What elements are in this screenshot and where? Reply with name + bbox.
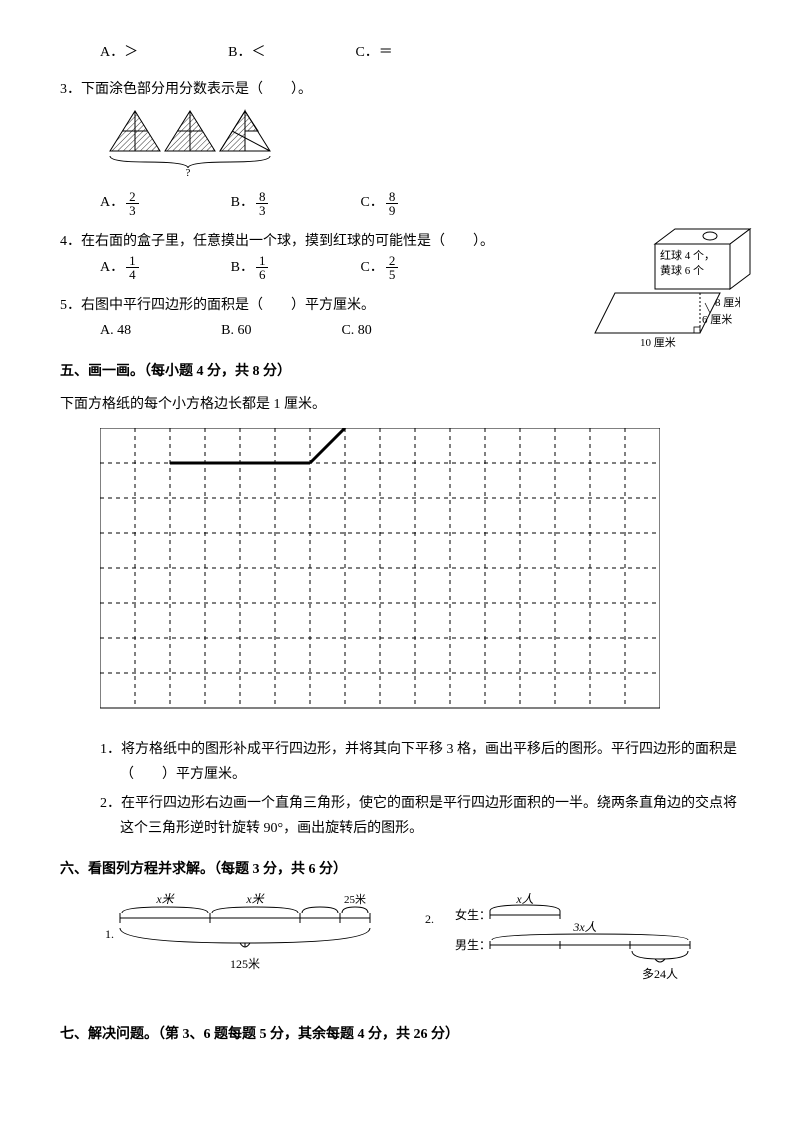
option-c: C. 80 — [341, 318, 371, 343]
option-label: C． — [360, 190, 383, 215]
q4-text: 4．在右面的盒子里，任意摸出一个球，摸到红球的可能性是（ ）。 — [60, 229, 740, 254]
q3-text: 3．下面涂色部分用分数表示是（ ）。 — [60, 77, 740, 102]
option-label: B．＜ — [228, 40, 265, 65]
option-label: B. 60 — [221, 318, 251, 343]
q3-options: A． 23 B． 83 C． 89 — [60, 190, 740, 217]
grid-figure — [100, 428, 700, 727]
option-c: C． 25 — [360, 254, 400, 281]
fraction: 23 — [126, 190, 139, 217]
svg-text:25米: 25米 — [344, 893, 366, 906]
option-a: A．＞ — [100, 40, 138, 65]
option-label: A. 48 — [100, 318, 131, 343]
parallelogram-figure: 8 厘米 6 厘米 10 厘米 — [590, 288, 740, 362]
section7-title: 七、解决问题。（第 3、6 题每题 5 分，其余每题 4 分，共 26 分） — [60, 1022, 740, 1047]
svg-text:3x人: 3x人 — [572, 920, 596, 934]
option-b: B． 16 — [231, 254, 271, 281]
fraction: 14 — [126, 254, 139, 281]
q2-options: A．＞ B．＜ C．＝ — [60, 40, 740, 65]
svg-text:1.: 1. — [105, 927, 114, 941]
svg-text:?: ? — [186, 167, 191, 176]
q4: 4．在右面的盒子里，任意摸出一个球，摸到红球的可能性是（ ）。 A． 14 B．… — [60, 229, 740, 281]
section5-sub1: 1．将方格纸中的图形补成平行四边形，并将其向下平移 3 格，画出平移后的图形。平… — [60, 737, 740, 787]
option-label: B． — [231, 190, 254, 215]
option-label: C．＝ — [355, 40, 392, 65]
option-label: A． — [100, 255, 124, 280]
option-label: A．＞ — [100, 40, 138, 65]
fraction: 16 — [256, 254, 269, 281]
option-label: B． — [231, 255, 254, 280]
svg-text:10 厘米: 10 厘米 — [640, 336, 676, 349]
option-a: A. 48 — [100, 318, 131, 343]
q5: 5．右图中平行四边形的面积是（ ）平方厘米。 A. 48 B. 60 C. 80… — [60, 293, 740, 343]
fraction: 89 — [386, 190, 399, 217]
svg-text:女生：: 女生： — [455, 907, 491, 922]
fraction: 25 — [386, 254, 399, 281]
svg-text:8 厘米: 8 厘米 — [715, 296, 740, 309]
section5-sub2: 2．在平行四边形右边画一个直角三角形，使它的面积是平行四边形面积的一半。绕两条直… — [60, 791, 740, 841]
section5-intro: 下面方格纸的每个小方格边长都是 1 厘米。 — [60, 392, 740, 417]
svg-text:x米: x米 — [245, 893, 265, 906]
svg-text:2.: 2. — [425, 912, 434, 926]
option-a: A． 23 — [100, 190, 141, 217]
option-c: C．＝ — [355, 40, 392, 65]
svg-text:125米: 125米 — [230, 957, 260, 971]
svg-text:x米: x米 — [155, 893, 175, 906]
sub2-text: 2．在平行四边形右边画一个直角三角形，使它的面积是平行四边形面积的一半。绕两条直… — [100, 796, 737, 836]
svg-text:多24人: 多24人 — [642, 967, 678, 981]
fraction: 83 — [256, 190, 269, 217]
q4-options: A． 14 B． 16 C． 25 — [60, 254, 740, 281]
box-line2: 黄球 6 个 — [660, 264, 715, 279]
section6-diagram2: x人 女生： 3x人 男生： 多24人 2. — [420, 893, 720, 992]
sub1-text: 1．将方格纸中的图形补成平行四边形，并将其向下平移 3 格，画出平移后的图形。平… — [100, 742, 737, 782]
triangle-figure: ? — [60, 106, 740, 185]
section6-diagrams: x米 x米 25米 125米 1. x人 女生： 3x人 男生： — [100, 893, 700, 992]
svg-text:x人: x人 — [515, 893, 533, 906]
option-c: C． 89 — [360, 190, 400, 217]
q3: 3．下面涂色部分用分数表示是（ ）。 — [60, 77, 740, 216]
option-label: C. 80 — [341, 318, 371, 343]
option-label: A． — [100, 190, 124, 215]
option-b: B. 60 — [221, 318, 251, 343]
section6-diagram1: x米 x米 25米 125米 1. — [100, 893, 400, 992]
box-line1: 红球 4 个， — [660, 249, 715, 264]
svg-text:6 厘米: 6 厘米 — [702, 313, 732, 326]
option-b: B． 83 — [231, 190, 271, 217]
svg-text:男生：: 男生： — [455, 938, 491, 952]
option-label: C． — [360, 255, 383, 280]
section6-title: 六、看图列方程并求解。（每题 3 分，共 6 分） — [60, 857, 740, 882]
section5-title: 五、画一画。（每小题 4 分，共 8 分） — [60, 359, 740, 384]
option-b: B．＜ — [228, 40, 265, 65]
option-a: A． 14 — [100, 254, 141, 281]
